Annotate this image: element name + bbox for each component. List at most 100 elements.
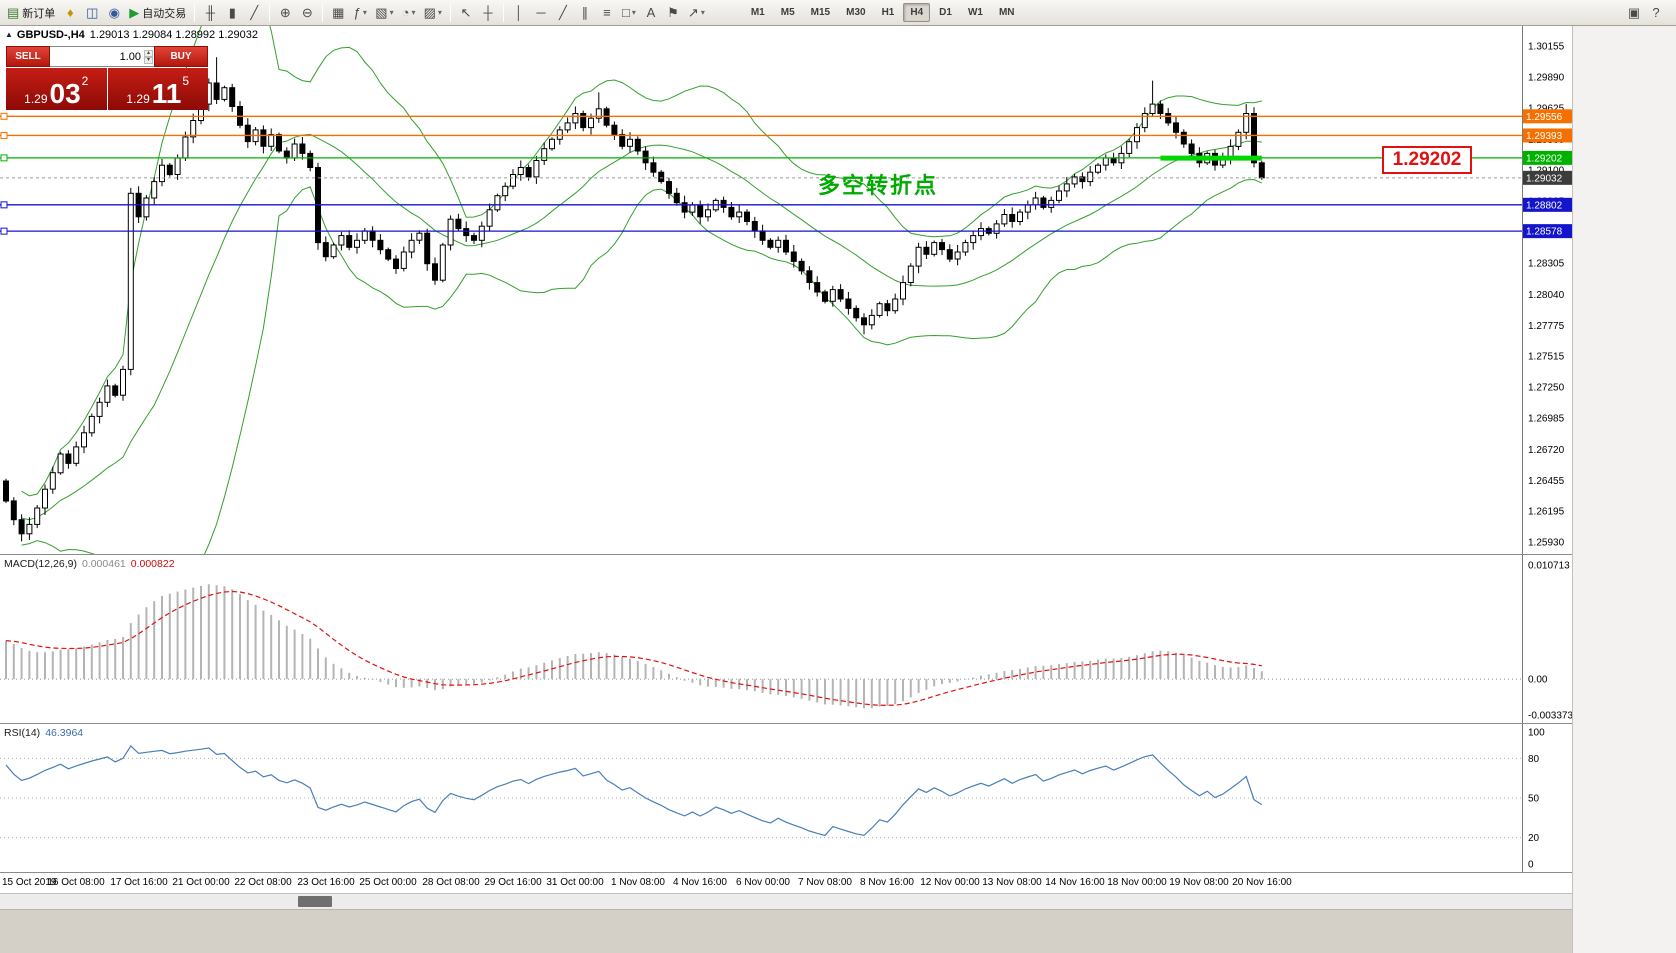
hline-handle[interactable] bbox=[0, 112, 8, 120]
market-watch-icon: ◫ bbox=[86, 5, 99, 20]
text-icon: A bbox=[646, 5, 656, 20]
timeframe-m30-button[interactable]: M30 bbox=[846, 7, 866, 18]
sell-price-button[interactable]: 1.29 03 2 bbox=[6, 68, 107, 110]
metaeditor-button[interactable]: ♦ bbox=[60, 3, 80, 23]
horizontal-scrollbar[interactable] bbox=[0, 893, 1572, 909]
line-chart-button[interactable]: ╱ bbox=[244, 3, 264, 23]
market-watch-button[interactable]: ◫ bbox=[82, 3, 102, 23]
axis-tick-label: 1.26720 bbox=[1528, 445, 1565, 456]
hline-handle[interactable] bbox=[0, 131, 8, 139]
crosshair-icon: ┼ bbox=[483, 5, 493, 20]
time-label: 12 Nov 00:00 bbox=[920, 877, 980, 888]
collapse-panel-icon[interactable]: ▲ bbox=[5, 30, 13, 39]
toolbar-right: ▣? bbox=[1623, 3, 1667, 23]
metaeditor-icon: ♦ bbox=[66, 5, 74, 20]
sell-price-prefix: 1.29 bbox=[24, 91, 48, 106]
bar-chart-button[interactable]: ╫ bbox=[200, 3, 220, 23]
symbol-info: ▲ GBPUSD-,H4 1.29013 1.29084 1.28992 1.290… bbox=[5, 29, 258, 41]
bollinger-middle-band bbox=[21, 133, 1262, 521]
price-tag bbox=[1523, 197, 1572, 212]
navigator-button[interactable]: ◉ bbox=[104, 3, 124, 23]
chevron-down-icon: ▾ bbox=[362, 8, 367, 17]
new-chart-button[interactable]: ▧ ▾ bbox=[372, 3, 396, 23]
spinner-up-icon[interactable]: ▴ bbox=[143, 49, 153, 57]
price-tag-label: 1.28802 bbox=[1526, 200, 1563, 211]
shapes-button[interactable]: □ ▾ bbox=[619, 3, 639, 23]
trend-line-button[interactable]: ╱ bbox=[553, 3, 573, 23]
horizontal-line-button[interactable]: ─ bbox=[531, 3, 551, 23]
macd-axis[interactable] bbox=[1523, 555, 1572, 723]
candle-chart-button[interactable]: ▮ bbox=[222, 3, 242, 23]
autotrading-button[interactable]: ▶ 自动交易 bbox=[126, 3, 189, 23]
indicator-list-button[interactable]: ƒ ▾ bbox=[350, 3, 370, 23]
text-label-button[interactable]: ⚑ bbox=[663, 3, 683, 23]
zoom-in-button[interactable]: ⊕ bbox=[275, 3, 295, 23]
period-list-icon: ◔ bbox=[401, 5, 410, 20]
timeframe-h1-button[interactable]: H1 bbox=[881, 7, 895, 18]
chart-shift-button[interactable]: ▣ bbox=[1624, 3, 1644, 23]
arrow-objects-icon: ↗ bbox=[687, 5, 699, 20]
time-label: 25 Oct 00:00 bbox=[359, 877, 417, 888]
timeframe-h4-button[interactable]: H4 bbox=[903, 3, 931, 22]
template-list-icon: ▨ bbox=[423, 5, 436, 20]
timeframe-m5-button[interactable]: M5 bbox=[780, 7, 795, 18]
toolbar-separator bbox=[194, 3, 196, 22]
help-button[interactable]: ? bbox=[1646, 3, 1666, 23]
hline-handle[interactable] bbox=[0, 201, 8, 209]
price-tag bbox=[1523, 224, 1572, 239]
shapes-icon: □ bbox=[621, 5, 630, 20]
new-order-button[interactable]: ▤ 新订单 bbox=[4, 3, 58, 23]
template-list-button[interactable]: ▨ ▾ bbox=[421, 3, 445, 23]
rsi-name: RSI(14) bbox=[4, 727, 41, 739]
price-chart-canvas[interactable]: 1.301551.298901.296251.293601.291001.288… bbox=[0, 26, 1572, 554]
channel-icon: ∥ bbox=[581, 5, 589, 20]
rsi-line bbox=[5, 744, 1263, 837]
indicator-list-icon: ƒ bbox=[353, 5, 361, 20]
timeframe-d1-button[interactable]: D1 bbox=[939, 7, 952, 18]
arrow-objects-button[interactable]: ↗ ▾ bbox=[685, 3, 708, 23]
hline-handle[interactable] bbox=[0, 154, 8, 162]
fibonacci-button[interactable]: ≡ bbox=[597, 3, 617, 23]
buy-price-button[interactable]: 1.29 11 5 bbox=[107, 68, 208, 110]
autotrading-label: 自动交易 bbox=[142, 7, 187, 20]
macd-name: MACD(12,26,9) bbox=[4, 558, 77, 570]
toolbar-separator bbox=[502, 3, 504, 22]
vertical-line-icon: │ bbox=[514, 5, 523, 20]
sell-button[interactable]: SELL bbox=[6, 46, 50, 67]
scrollbar-thumb[interactable] bbox=[298, 896, 332, 907]
timeframe-m1-button[interactable]: M1 bbox=[750, 7, 765, 18]
zoom-out-button[interactable]: ⊖ bbox=[297, 3, 317, 23]
bottom-filler bbox=[0, 909, 1572, 953]
timeframe-w1-button[interactable]: W1 bbox=[967, 7, 983, 18]
autotrading-icon: ▶ bbox=[129, 5, 140, 20]
text-label-icon: ⚑ bbox=[667, 5, 679, 20]
lot-size-field[interactable]: 1.00 ▴ ▾ bbox=[50, 46, 154, 67]
axis-tick-label: -0.003373 bbox=[1528, 711, 1572, 722]
rsi-label: RSI(14) 46.3964 bbox=[4, 727, 83, 739]
period-list-button[interactable]: ◔ ▾ bbox=[399, 3, 419, 23]
macd-panel[interactable]: 0.010713 0.00 -0.003373 MACD(12,26,9) 0.000… bbox=[0, 555, 1572, 724]
timeframe-m15-button[interactable]: M15 bbox=[810, 7, 831, 18]
rsi-panel[interactable]: 100 80 50 20 0 RSI(14) 46.3964 bbox=[0, 724, 1572, 873]
time-label: 7 Nov 08:00 bbox=[798, 877, 852, 888]
price-tag bbox=[1523, 128, 1572, 143]
channel-button[interactable]: ∥ bbox=[575, 3, 595, 23]
text-button[interactable]: A bbox=[641, 3, 661, 23]
vertical-line-button[interactable]: │ bbox=[509, 3, 529, 23]
spinner-down-icon[interactable]: ▾ bbox=[143, 56, 153, 64]
lot-spinner[interactable]: ▴ ▾ bbox=[143, 49, 153, 64]
macd-canvas[interactable]: 0.010713 0.00 -0.003373 bbox=[0, 555, 1572, 723]
tile-windows-button[interactable]: ▦ bbox=[328, 3, 348, 23]
time-axis[interactable]: 15 Oct 2019 16 Oct 08:00 17 Oct 16:00 21 Oc… bbox=[0, 873, 1572, 893]
hline-handle[interactable] bbox=[0, 227, 8, 235]
price-chart-panel[interactable]: 1.301551.298901.296251.293601.291001.288… bbox=[0, 26, 1572, 555]
toolbar-separator bbox=[269, 3, 271, 22]
axis-tick-label: 1.29890 bbox=[1528, 73, 1565, 84]
timeframe-mn-button[interactable]: MN bbox=[998, 7, 1015, 18]
buy-button[interactable]: BUY bbox=[154, 46, 208, 67]
rsi-canvas[interactable]: 100 80 50 20 0 bbox=[0, 724, 1572, 872]
axis-tick-label: 1.29625 bbox=[1528, 104, 1565, 115]
cursor-button[interactable]: ↖ bbox=[456, 3, 476, 23]
time-label: 13 Nov 08:00 bbox=[982, 877, 1042, 888]
crosshair-button[interactable]: ┼ bbox=[478, 3, 498, 23]
